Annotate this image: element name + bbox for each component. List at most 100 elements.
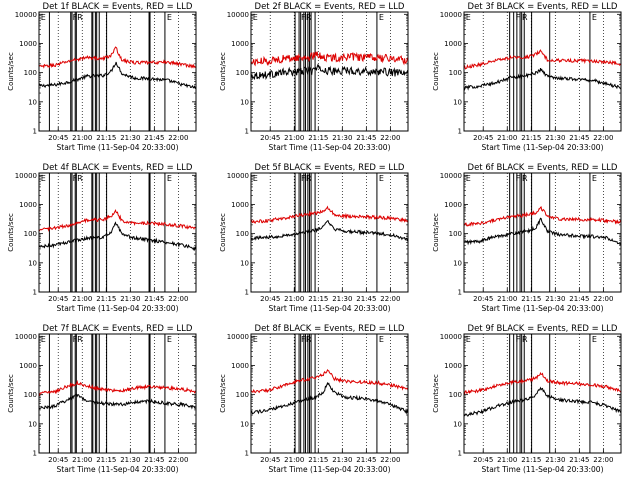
y-tick-label: 100 xyxy=(449,69,462,77)
series-line-events xyxy=(38,61,197,90)
x-tick-label: 21:00 xyxy=(497,134,517,142)
x-tick-label: 21:00 xyxy=(284,295,304,303)
x-tick-label: 21:00 xyxy=(497,456,517,464)
x-tick-label: 21:15 xyxy=(521,456,541,464)
y-tick-label: 1 xyxy=(245,289,249,297)
x-tick-label: 21:45 xyxy=(356,134,376,142)
x-tick-label: 21:15 xyxy=(521,134,541,142)
x-axis-label: Start Time (11-Sep-04 20:33:00) xyxy=(57,143,179,152)
y-axis-label: Counts/sec xyxy=(432,52,440,91)
interval-marker-label: E xyxy=(253,13,258,22)
x-axis-label: Start Time (11-Sep-04 20:33:00) xyxy=(269,143,391,152)
x-tick-label: 20:45 xyxy=(260,295,280,303)
y-tick-label: 1000 xyxy=(444,201,462,209)
x-tick-label: 21:45 xyxy=(356,456,376,464)
plot-frame xyxy=(38,333,197,454)
interval-marker-label: F xyxy=(73,13,78,22)
x-tick-label: 21:00 xyxy=(497,295,517,303)
x-tick-label: 21:45 xyxy=(569,456,589,464)
y-tick-label: 1000 xyxy=(231,362,249,370)
y-axis-label: Counts/sec xyxy=(432,213,440,252)
y-axis-label: Counts/sec xyxy=(219,213,227,252)
y-tick-label: 10 xyxy=(240,98,249,106)
series-line-lld xyxy=(38,208,197,233)
interval-marker-label: R xyxy=(306,174,312,183)
x-tick-label: 22:00 xyxy=(593,134,613,142)
y-tick-label: 1000 xyxy=(19,40,37,48)
series-line-events xyxy=(38,393,197,410)
y-tick-label: 100 xyxy=(449,391,462,399)
x-tick-label: 20:45 xyxy=(473,134,493,142)
y-tick-label: 10000 xyxy=(227,11,249,19)
y-tick-label: 10 xyxy=(453,259,462,267)
interval-marker-label: R xyxy=(77,13,83,22)
x-tick-label: 21:15 xyxy=(308,456,328,464)
x-tick-label: 21:00 xyxy=(72,134,92,142)
chart-title: Det 9f BLACK = Events, RED = LLD xyxy=(468,324,618,334)
y-tick-label: 1 xyxy=(33,289,37,297)
y-tick-label: 1000 xyxy=(444,40,462,48)
y-axis-label: Counts/sec xyxy=(219,374,227,413)
y-tick-label: 10000 xyxy=(15,11,37,19)
plot-frame xyxy=(463,333,622,454)
series-line-events xyxy=(39,221,197,252)
panel-det-8: Det 8f BLACK = Events, RED = LLD Counts/s… xyxy=(219,324,409,474)
x-tick-label: 21:45 xyxy=(356,295,376,303)
x-tick-label: 20:45 xyxy=(48,295,68,303)
interval-marker-label: R xyxy=(77,335,83,344)
plot-frame xyxy=(463,11,622,132)
y-axis-label: Counts/sec xyxy=(7,52,15,91)
panel-det-3: Det 3f BLACK = Events, RED = LLD Counts/s… xyxy=(432,2,622,152)
chart-title: Det 2f BLACK = Events, RED = LLD xyxy=(255,2,405,12)
y-tick-label: 10000 xyxy=(227,172,249,180)
series-line-events xyxy=(250,381,409,415)
interval-marker-label: R xyxy=(522,335,528,344)
plot-frame xyxy=(250,333,409,454)
y-tick-label: 1000 xyxy=(231,40,249,48)
y-tick-label: 10 xyxy=(28,420,37,428)
interval-marker-label: E xyxy=(466,335,471,344)
interval-marker-label: F xyxy=(301,13,306,22)
y-tick-label: 100 xyxy=(24,230,37,238)
y-tick-label: 1 xyxy=(33,450,37,458)
interval-marker-label: E xyxy=(253,174,258,183)
interval-marker-label: E xyxy=(592,335,597,344)
interval-marker-label: E xyxy=(592,174,597,183)
series-line-lld xyxy=(38,379,197,397)
panel-det-4: Det 4f BLACK = Events, RED = LLD Counts/s… xyxy=(7,163,197,313)
x-tick-label: 21:30 xyxy=(120,134,140,142)
y-tick-label: 1 xyxy=(245,450,249,458)
panel-det-5: Det 5f BLACK = Events, RED = LLD Counts/s… xyxy=(219,163,409,313)
series-line-lld xyxy=(250,51,409,67)
x-tick-label: 20:45 xyxy=(473,456,493,464)
series-line-events xyxy=(463,217,622,247)
x-tick-label: 20:45 xyxy=(473,295,493,303)
y-tick-label: 10000 xyxy=(227,333,249,341)
interval-marker-label: E xyxy=(379,335,384,344)
x-tick-label: 21:30 xyxy=(120,295,140,303)
interval-marker-label: F xyxy=(73,174,78,183)
x-tick-label: 21:15 xyxy=(96,134,116,142)
y-tick-label: 100 xyxy=(236,230,249,238)
interval-marker-label: E xyxy=(41,335,46,344)
x-tick-label: 21:30 xyxy=(120,456,140,464)
panel-det-9: Det 9f BLACK = Events, RED = LLD Counts/s… xyxy=(432,324,622,474)
interval-marker-label: F xyxy=(516,335,521,344)
x-tick-label: 21:45 xyxy=(144,134,164,142)
series-line-lld xyxy=(463,49,622,70)
panel-det-2: Det 2f BLACK = Events, RED = LLD Counts/s… xyxy=(219,2,409,152)
interval-marker-label: E xyxy=(592,13,597,22)
x-tick-label: 20:45 xyxy=(260,134,280,142)
x-tick-label: 21:45 xyxy=(569,134,589,142)
interval-marker-label: E xyxy=(466,174,471,183)
interval-marker-label: R xyxy=(522,174,528,183)
x-tick-label: 21:15 xyxy=(521,295,541,303)
panel-det-7: Det 7f BLACK = Events, RED = LLD Counts/s… xyxy=(7,324,197,474)
x-tick-label: 21:45 xyxy=(144,456,164,464)
series-line-lld xyxy=(38,46,196,69)
plot-frame xyxy=(250,172,409,293)
y-tick-label: 10 xyxy=(453,98,462,106)
interval-marker-label: R xyxy=(77,174,83,183)
y-tick-label: 10000 xyxy=(440,333,462,341)
